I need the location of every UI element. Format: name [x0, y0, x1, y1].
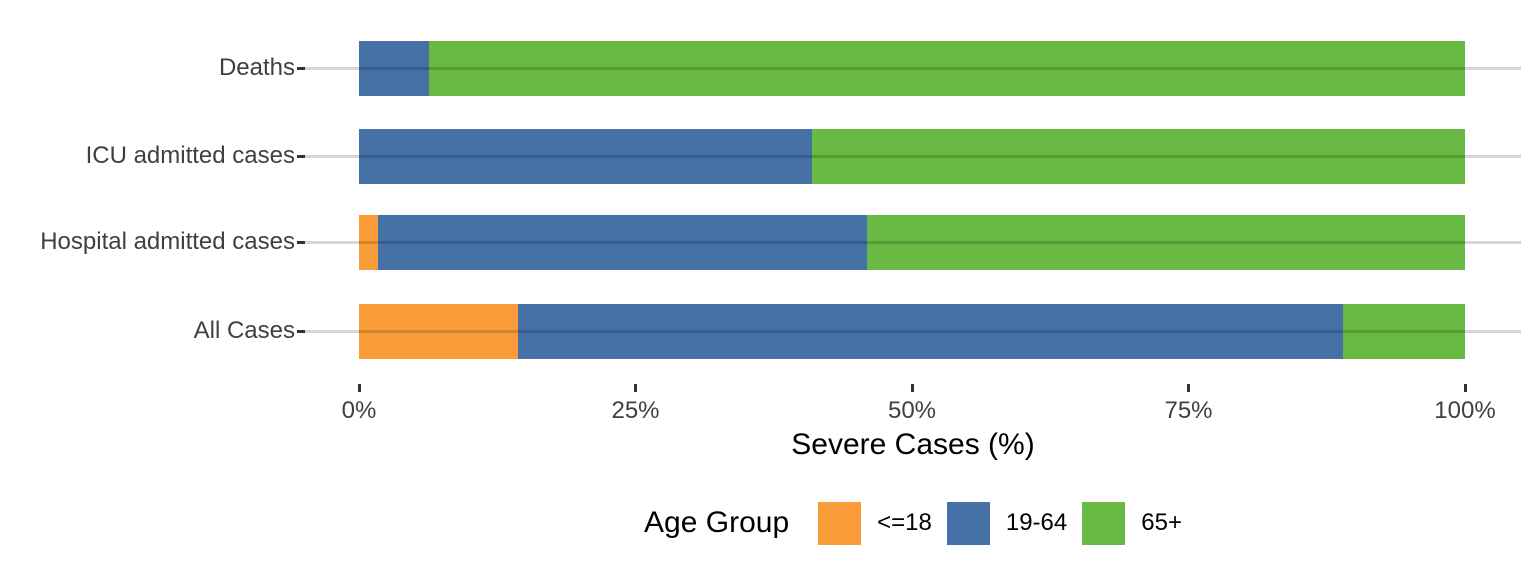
gridline	[305, 240, 1521, 244]
x-axis-tick-label: 0%	[341, 397, 377, 424]
y-axis-label: ICU admitted cases	[85, 142, 295, 169]
y-axis-label: All Cases	[193, 317, 295, 344]
x-axis-tick-label: 75%	[1164, 397, 1213, 424]
x-axis-tick	[357, 384, 361, 392]
legend-item-label: 65+	[1141, 509, 1182, 536]
bar-segment	[359, 128, 813, 184]
bar-segment	[866, 214, 1465, 270]
bar-segment	[518, 303, 1344, 359]
gridline	[305, 329, 1521, 333]
x-axis-tick	[634, 384, 637, 392]
legend-swatch	[818, 501, 862, 545]
y-axis-label: Hospital admitted cases	[40, 228, 295, 255]
legend-item: 19-64	[946, 501, 1068, 545]
legend-items: <=18 19-64 65+	[803, 501, 1182, 545]
legend-swatch	[1082, 501, 1126, 545]
x-axis-tick-label: 50%	[887, 397, 937, 424]
y-axis-label: Deaths	[218, 54, 295, 81]
legend-item-label: <=18	[877, 509, 932, 536]
x-axis-tick-label: 25%	[611, 397, 660, 424]
y-axis-tick	[297, 154, 305, 158]
legend-item: 65+	[1082, 501, 1182, 545]
x-axis-tick	[1187, 384, 1190, 392]
gridline	[305, 66, 1521, 70]
x-axis-title: Severe Cases (%)	[791, 428, 1035, 461]
legend-title: Age Group	[644, 506, 790, 539]
bar-segment	[428, 40, 1465, 96]
y-axis-tick	[297, 240, 305, 244]
bar-segment	[359, 214, 378, 270]
legend-swatch	[946, 501, 990, 545]
bar-segment	[377, 214, 867, 270]
bar-segment	[359, 303, 519, 359]
x-axis-tick-label: 100%	[1434, 397, 1496, 424]
legend-item-label: 19-64	[1005, 509, 1068, 536]
legend-item: <=18	[818, 501, 932, 545]
x-axis-tick	[910, 384, 914, 392]
legend: Age Group <=18 19-64 65+	[305, 500, 1521, 546]
y-axis-tick	[297, 329, 305, 333]
gridline	[305, 154, 1521, 158]
y-axis-tick	[297, 66, 305, 70]
bar-segment	[359, 40, 429, 96]
bar-segment	[1343, 303, 1465, 359]
x-axis-tick	[1463, 384, 1467, 392]
bar-segment	[812, 128, 1465, 184]
